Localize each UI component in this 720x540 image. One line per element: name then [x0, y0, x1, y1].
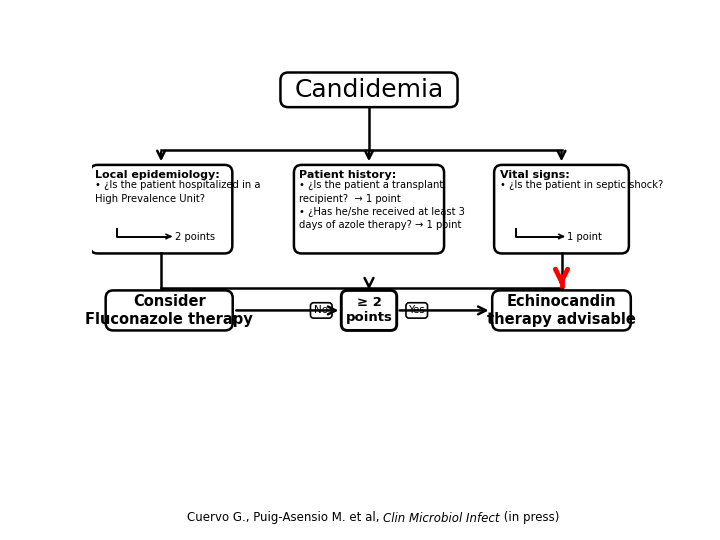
- Text: • ¿Is the patient in septic shock?: • ¿Is the patient in septic shock?: [500, 180, 663, 190]
- Text: 1 point: 1 point: [567, 232, 602, 241]
- Text: Vital signs:: Vital signs:: [500, 170, 570, 180]
- FancyArrowPatch shape: [559, 234, 563, 239]
- FancyBboxPatch shape: [310, 303, 332, 318]
- Text: • ¿Is the patient hospitalized in a
High Prevalence Unit?: • ¿Is the patient hospitalized in a High…: [95, 180, 261, 204]
- FancyBboxPatch shape: [494, 165, 629, 253]
- Text: Cuervo G., Puig-Asensio M. et al,: Cuervo G., Puig-Asensio M. et al,: [187, 511, 384, 524]
- FancyBboxPatch shape: [492, 291, 631, 330]
- FancyBboxPatch shape: [294, 165, 444, 253]
- Text: Consider
Fluconazole therapy: Consider Fluconazole therapy: [85, 294, 253, 327]
- FancyBboxPatch shape: [90, 165, 233, 253]
- FancyBboxPatch shape: [406, 303, 428, 318]
- FancyArrowPatch shape: [157, 151, 165, 159]
- FancyArrowPatch shape: [555, 269, 567, 281]
- FancyArrowPatch shape: [166, 234, 171, 239]
- Text: (in press): (in press): [500, 511, 559, 524]
- FancyArrowPatch shape: [365, 151, 373, 159]
- Text: Patient history:: Patient history:: [300, 170, 397, 180]
- FancyArrowPatch shape: [364, 278, 374, 288]
- Text: Local epidemiology:: Local epidemiology:: [95, 170, 220, 180]
- Text: ≥ 2
points: ≥ 2 points: [346, 296, 392, 325]
- FancyArrowPatch shape: [400, 307, 486, 314]
- Text: No: No: [314, 306, 328, 315]
- Text: Clin Microbiol Infect: Clin Microbiol Infect: [384, 511, 500, 524]
- FancyArrowPatch shape: [557, 151, 565, 159]
- Text: Yes: Yes: [408, 306, 425, 315]
- FancyBboxPatch shape: [341, 291, 397, 330]
- Text: Candidemia: Candidemia: [294, 78, 444, 102]
- FancyBboxPatch shape: [281, 72, 457, 107]
- Text: Echinocandin
therapy advisable: Echinocandin therapy advisable: [487, 294, 636, 327]
- Text: • ¿Is the patient a transplant
recipient?  → 1 point
• ¿Has he/she received at l: • ¿Is the patient a transplant recipient…: [300, 180, 465, 230]
- FancyArrowPatch shape: [236, 307, 336, 314]
- Text: 2 points: 2 points: [174, 232, 215, 241]
- FancyBboxPatch shape: [106, 291, 233, 330]
